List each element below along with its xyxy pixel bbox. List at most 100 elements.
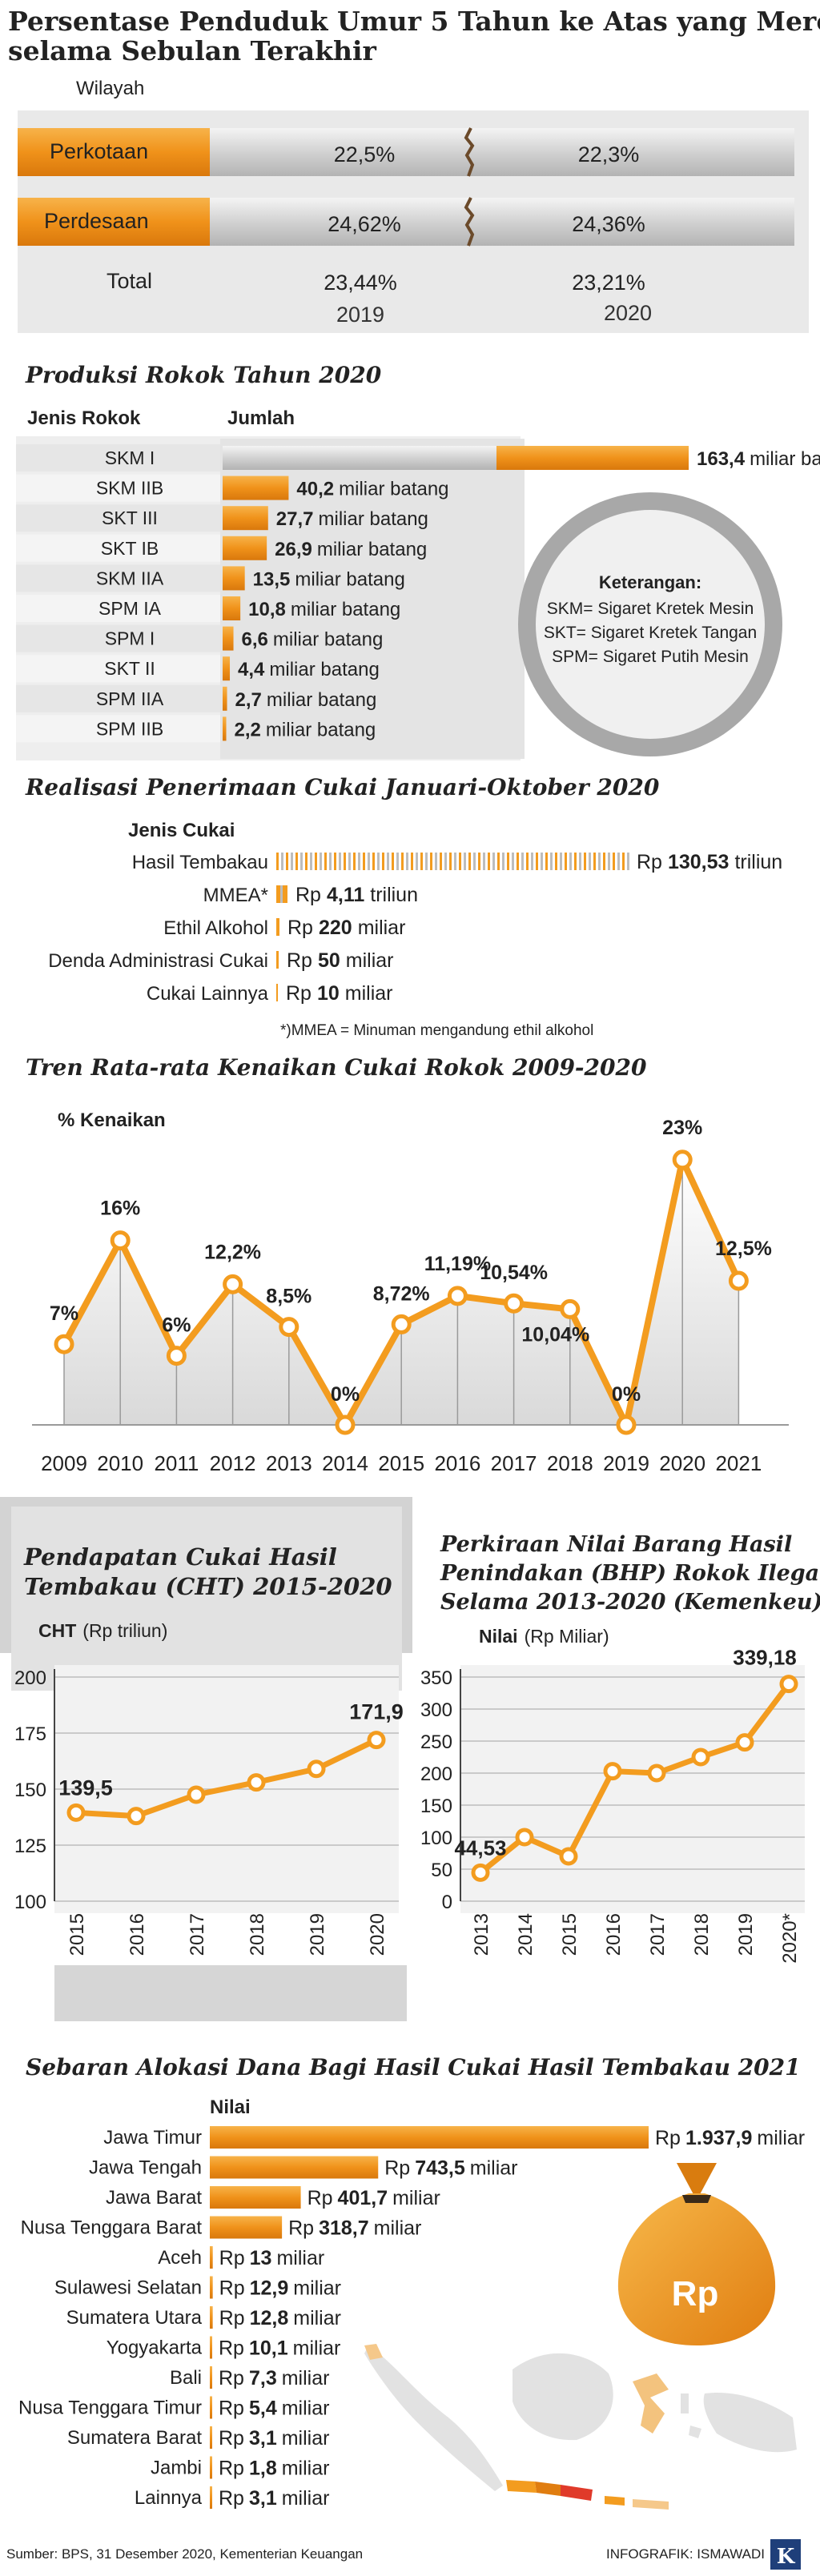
cigarette-body: [210, 198, 794, 246]
bhp-data-label: 339,18: [733, 1646, 797, 1670]
map-papua: [703, 2393, 797, 2453]
excise-tick: [608, 853, 610, 870]
value-2020: 22,3%: [578, 142, 640, 167]
trend-data-label: 6%: [162, 1314, 191, 1337]
trend-point: [54, 1334, 74, 1354]
excise-tick: [617, 853, 620, 870]
row-label: Perdesaan: [44, 209, 149, 233]
cht-footer-band: [54, 1965, 407, 2021]
trend-data-label: 12,5%: [715, 1238, 772, 1260]
trend-x-tick: 2014: [322, 1451, 368, 1475]
production-row-band: [16, 564, 220, 592]
dbh-number: 13: [250, 2247, 272, 2269]
production-category-label: SKM IIB: [96, 478, 163, 499]
trend-data-label: 8,72%: [373, 1282, 430, 1305]
excise-tick: [545, 853, 548, 870]
excise-tick: [401, 853, 404, 870]
excise-tick: [521, 853, 524, 870]
dbh-prefix: Rp: [219, 2458, 244, 2480]
excise-tick: [473, 853, 476, 870]
cht-data-label: 139,5: [58, 1776, 113, 1800]
trend-point: [223, 1274, 243, 1294]
production-category-label: SPM IA: [98, 598, 162, 619]
year-2020: 2020: [604, 301, 652, 325]
section3-note: *)MMEA = Minuman mengandung ethil alkoho…: [280, 1022, 593, 1039]
dbh-unit: miliar: [293, 2337, 341, 2360]
cht-point: [187, 1785, 206, 1804]
excise-tick: [492, 853, 495, 870]
excise-tick: [425, 853, 428, 870]
excise-tick: [512, 853, 514, 870]
trend-point: [447, 1286, 468, 1306]
excise-prefix: Rp: [637, 851, 662, 873]
dbh-category-label: Nusa Tenggara Barat: [21, 2217, 203, 2239]
bhp-data-label: 44,53: [454, 1836, 506, 1860]
value-2019: 24,62%: [328, 212, 401, 236]
bhp-y-tick: 50: [431, 1860, 452, 1881]
production-bar: [223, 656, 231, 681]
excise-tick: [517, 853, 519, 870]
map-sumatra: [364, 2345, 503, 2491]
excise-unit: miliar: [346, 949, 394, 972]
section6-ylabel-rest: (Rp Miliar): [525, 1626, 609, 1647]
trend-point: [672, 1150, 693, 1170]
cht-point: [247, 1773, 266, 1792]
excise-tick: [396, 853, 399, 870]
trend-x-tick: 2011: [154, 1451, 199, 1475]
bhp-x-tick: 2015: [559, 1913, 581, 1956]
cht-x-tick: 2020: [367, 1913, 388, 1956]
bhp-point: [779, 1675, 798, 1694]
excise-tick: [454, 853, 456, 870]
cht-x-tick: 2018: [247, 1913, 268, 1956]
dbh-bar: [210, 2186, 301, 2209]
trend-x-tick: 2019: [603, 1451, 649, 1475]
production-category-label: SPM IIA: [96, 688, 164, 709]
excise-tick: [276, 984, 278, 1001]
money-bag-label: Rp: [672, 2274, 719, 2313]
dbh-bar: [210, 2126, 649, 2149]
dbh-bar: [210, 2276, 213, 2299]
total-2020: 23,21%: [572, 271, 645, 295]
dbh-number: 12,9: [250, 2277, 289, 2300]
dbh-prefix: Rp: [288, 2217, 314, 2240]
dbh-value-label: Rp 12,8 miliar: [219, 2307, 341, 2329]
bhp-point: [559, 1847, 578, 1866]
excise-tick: [416, 853, 418, 870]
excise-value: Rp 130,53 triliun: [637, 851, 782, 873]
dbh-number: 5,4: [249, 2397, 277, 2420]
production-bar: [223, 536, 267, 560]
dbh-prefix: Rp: [219, 2427, 244, 2450]
production-row-band: [16, 444, 220, 471]
excise-tick: [411, 853, 413, 870]
bhp-point: [471, 1863, 490, 1882]
trend-data-label: 10,04%: [521, 1323, 589, 1346]
excise-number: 130,53: [668, 851, 729, 873]
dbh-number: 1.937,9: [685, 2127, 752, 2149]
excise-value: Rp 4,11 triliun: [295, 884, 418, 906]
excise-tick: [531, 853, 533, 870]
dbh-value-label: Rp 1.937,9 miliar: [655, 2127, 805, 2149]
production-value-unit: miliar batang: [319, 508, 428, 530]
dbh-bar: [210, 2306, 213, 2329]
money-bag-body: [617, 2193, 776, 2345]
section5-title-line1: Pendapatan Cukai Hasil: [23, 1543, 337, 1571]
cht-y-tick: 125: [14, 1836, 46, 1857]
dbh-category-label: Sumatera Utara: [66, 2307, 203, 2329]
production-category-label: SPM I: [105, 628, 155, 649]
dbh-prefix: Rp: [219, 2247, 245, 2269]
section6-title-line3: Selama 2013-2020 (Kemenkeu): [440, 1590, 820, 1615]
bhp-plot-bg: [460, 1665, 805, 1913]
dbh-value-label: Rp 12,9 miliar: [219, 2277, 341, 2300]
dbh-prefix: Rp: [655, 2127, 681, 2149]
cht-point: [66, 1803, 86, 1822]
excise-tick: [324, 853, 327, 870]
excise-number: 4,11: [327, 884, 364, 906]
dbh-number: 401,7: [338, 2187, 388, 2209]
production-value-number: 163,4: [697, 448, 746, 470]
trend-point: [110, 1230, 131, 1251]
bhp-point: [735, 1733, 754, 1752]
production-row-band: [16, 595, 220, 622]
dbh-bar: [210, 2336, 212, 2359]
footer-source: Sumber: BPS, 31 Desember 2020, Kementeri…: [6, 2546, 363, 2562]
